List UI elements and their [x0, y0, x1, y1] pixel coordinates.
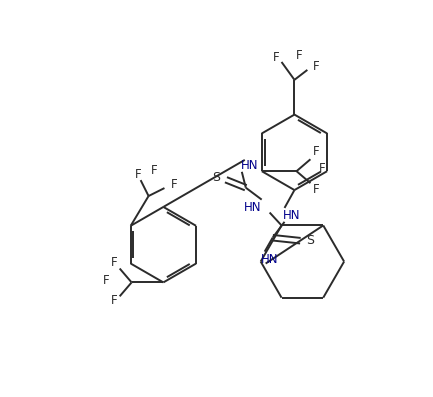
Text: F: F: [110, 294, 117, 307]
Text: F: F: [313, 60, 320, 73]
Text: HN: HN: [261, 253, 278, 266]
Text: HN: HN: [283, 209, 300, 222]
Text: F: F: [151, 164, 158, 177]
Text: F: F: [273, 52, 280, 64]
Text: HN: HN: [244, 201, 262, 214]
Text: HN: HN: [241, 159, 259, 172]
Text: F: F: [110, 256, 117, 269]
Text: S: S: [212, 171, 220, 184]
Text: F: F: [313, 183, 320, 196]
Text: F: F: [313, 145, 320, 158]
Text: F: F: [319, 162, 326, 175]
Text: F: F: [296, 48, 303, 62]
Text: F: F: [136, 168, 142, 181]
Text: F: F: [103, 274, 109, 287]
Text: F: F: [171, 177, 178, 191]
Text: S: S: [306, 234, 314, 247]
